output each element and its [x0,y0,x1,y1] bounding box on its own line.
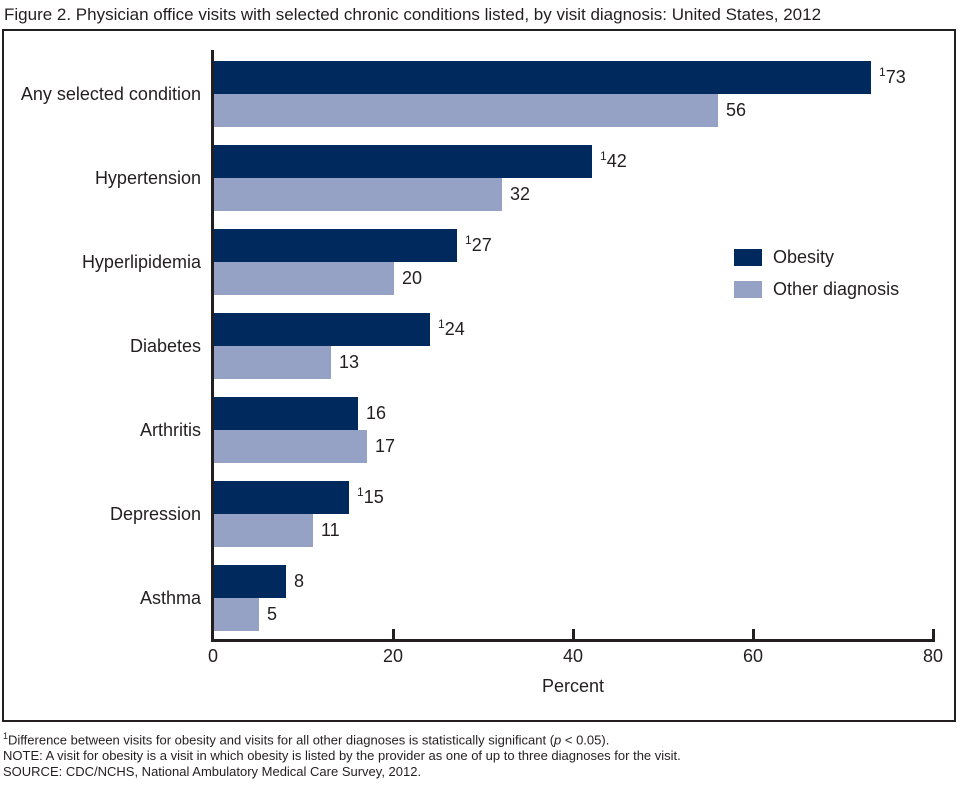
category-label: Diabetes [129,336,201,356]
footnote-source: SOURCE: CDC/NCHS, National Ambulatory Me… [3,764,422,780]
bar-obesity [214,397,358,430]
x-axis-tick [572,629,575,639]
x-axis-tick [752,629,755,639]
legend: Obesity Other diagnosis [734,247,899,311]
significance-marker: 1 [438,317,445,331]
category-label: Asthma [139,588,201,608]
value-label-other-diagnosis: 11 [321,520,340,540]
value-label-other-diagnosis: 20 [402,268,423,288]
value-label-obesity: 115 [357,485,384,507]
significance-marker: 1 [879,65,886,79]
footnote-p-italic: p [554,732,562,748]
legend-label-other-diagnosis: Other diagnosis [773,278,900,299]
bar-other-diagnosis [214,94,718,127]
value-label-obesity: 142 [600,149,627,171]
x-axis-tick-label: 80 [922,646,944,666]
figure-title: Figure 2. Physician office visits with s… [4,5,822,24]
x-axis-tick-label: 60 [742,646,764,666]
bar-other-diagnosis [214,598,259,631]
value-label-other-diagnosis: 13 [339,352,360,372]
category-label: Any selected condition [20,84,201,104]
legend-item-other-diagnosis: Other diagnosis [734,279,899,299]
value-label-obesity: 8 [294,571,305,591]
value-label-other-diagnosis: 5 [267,604,278,624]
bar-other-diagnosis [214,430,367,463]
x-axis-tick [932,629,935,639]
footnote-note: NOTE: A visit for obesity is a visit in … [3,748,681,764]
x-axis-tick-label: 20 [382,646,404,666]
legend-swatch-obesity [734,248,762,266]
x-axis-title: Percent [541,676,605,696]
bar-other-diagnosis [214,262,394,295]
value-label-other-diagnosis: 32 [510,184,531,204]
x-axis-tick-label: 40 [562,646,584,666]
bar-other-diagnosis [214,514,313,547]
significance-marker: 1 [465,233,472,247]
legend-swatch-other-diagnosis [734,280,762,298]
legend-item-obesity: Obesity [734,247,899,267]
y-axis-line [211,50,214,640]
value-label-obesity: 124 [438,317,465,339]
category-label: Depression [109,504,201,524]
bar-other-diagnosis [214,346,331,379]
category-label: Arthritis [139,420,201,440]
bar-obesity [214,145,592,178]
bar-obesity [214,565,286,598]
value-label-other-diagnosis: 17 [375,436,396,456]
x-axis-line [211,639,935,642]
chart-frame [2,29,956,722]
bar-obesity [214,313,430,346]
footnotes: 1Difference between visits for obesity a… [3,728,681,780]
value-label-other-diagnosis: 56 [726,100,747,120]
significance-marker: 1 [357,485,364,499]
footnote-significance: 1Difference between visits for obesity a… [3,728,681,748]
category-label: Hypertension [94,168,201,188]
footnote-significance-text-end: < 0.05). [561,732,610,748]
legend-label-obesity: Obesity [773,246,835,267]
footnote-significance-text: Difference between visits for obesity an… [8,732,555,748]
bar-obesity [214,229,457,262]
value-label-obesity: 127 [465,233,492,255]
x-axis-tick-label: 0 [207,646,218,666]
x-axis-tick [392,629,395,639]
bar-obesity [214,61,871,94]
category-label: Hyperlipidemia [81,252,201,272]
bar-other-diagnosis [214,178,502,211]
significance-marker: 1 [600,149,607,163]
value-label-obesity: 16 [366,403,387,423]
value-label-obesity: 173 [879,65,906,87]
footnote-superscript: 1 [3,731,9,741]
bar-obesity [214,481,349,514]
